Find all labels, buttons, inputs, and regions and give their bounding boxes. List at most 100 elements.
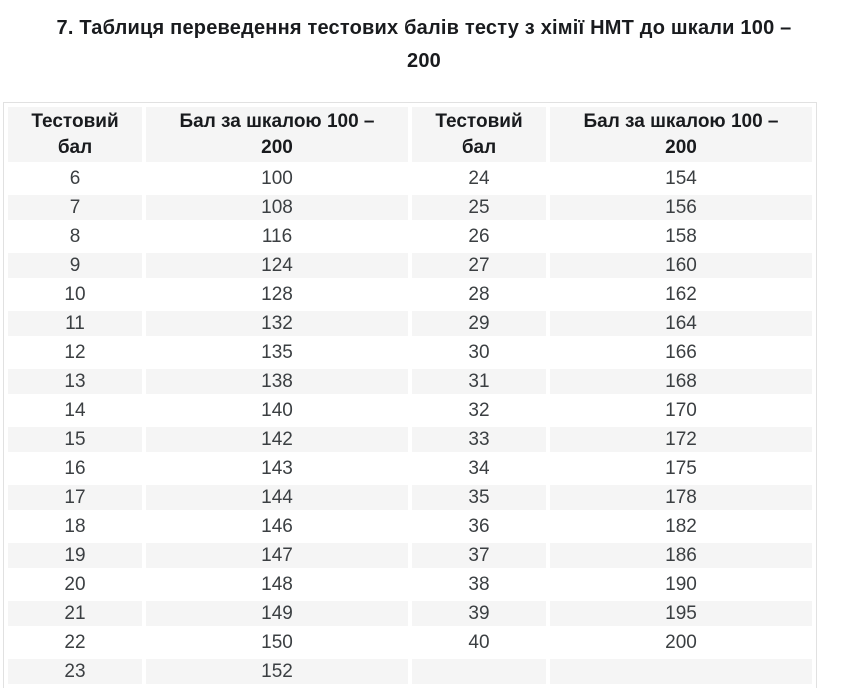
- table-header-row: Тестовий бал Бал за шкалою 100 – 200 Тес…: [8, 107, 812, 162]
- header-text: 200: [665, 136, 697, 158]
- table-cell: 146: [261, 515, 293, 537]
- header-text: Тестовий: [435, 110, 523, 132]
- table-cell: 128: [261, 283, 293, 305]
- header-cell-scale-score-1: Бал за шкалою 100 – 200: [146, 107, 408, 162]
- table-cell: 33: [412, 427, 546, 452]
- header-text: 200: [261, 136, 293, 158]
- table-row: 9 124 27 160: [8, 253, 812, 278]
- table-cell: 32: [468, 399, 490, 421]
- table-cell: 132: [146, 311, 408, 336]
- table-cell: 147: [146, 543, 408, 568]
- table-cell: 160: [550, 253, 812, 278]
- table-cell: 170: [665, 399, 697, 421]
- table-cell: 150: [261, 631, 293, 653]
- table-cell: 29: [412, 311, 546, 336]
- table-row: 12 135 30 166: [8, 340, 812, 365]
- header-cell-test-score-2: Тестовий бал: [412, 107, 546, 162]
- table-cell: 143: [261, 457, 293, 479]
- table-cell: 138: [146, 369, 408, 394]
- table-cell: 158: [665, 225, 697, 247]
- table-cell: 20: [64, 573, 86, 595]
- table-cell: 11: [8, 311, 142, 336]
- table-row: 18 146 36 182: [8, 514, 812, 539]
- table-cell: 16: [64, 457, 86, 479]
- table-cell: [550, 659, 812, 684]
- table-cell: 31: [412, 369, 546, 394]
- table-row: 19 147 37 186: [8, 543, 812, 568]
- table-row: 21 149 39 195: [8, 601, 812, 626]
- table-cell: 190: [665, 573, 697, 595]
- table-cell: 18: [64, 515, 86, 537]
- table-cell: 27: [412, 253, 546, 278]
- table-row: 17 144 35 178: [8, 485, 812, 510]
- table-cell: [412, 659, 546, 684]
- table-cell: 140: [261, 399, 293, 421]
- table-cell: 23: [8, 659, 142, 684]
- table-cell: 25: [412, 195, 546, 220]
- page-title: 7. Таблиця переведення тестових балів те…: [16, 12, 832, 78]
- table-cell: 162: [665, 283, 697, 305]
- table-cell: 40: [468, 631, 490, 653]
- table-row: 22 150 40 200: [8, 630, 812, 655]
- table-cell: 21: [8, 601, 142, 626]
- table-cell: 30: [468, 341, 490, 363]
- table-cell: 36: [468, 515, 490, 537]
- header-text: бал: [461, 136, 497, 158]
- table-cell: 154: [665, 167, 697, 189]
- table-row: 16 143 34 175: [8, 456, 812, 481]
- table-cell: 100: [261, 167, 293, 189]
- table-cell: 6: [69, 167, 81, 189]
- table-row: 8 116 26 158: [8, 224, 812, 249]
- header-text: Тестовий: [31, 110, 119, 132]
- table-cell: 34: [468, 457, 490, 479]
- table-cell: 149: [146, 601, 408, 626]
- table-row: 14 140 32 170: [8, 398, 812, 423]
- table-row: 13 138 31 168: [8, 369, 812, 394]
- table-cell: 12: [64, 341, 86, 363]
- header-text: Бал за шкалою 100 –: [179, 110, 375, 132]
- table-cell: 124: [146, 253, 408, 278]
- header-cell-test-score-1: Тестовий бал: [8, 107, 142, 162]
- table-cell: 24: [468, 167, 490, 189]
- score-conversion-table: Тестовий бал Бал за шкалою 100 – 200 Тес…: [3, 102, 817, 688]
- table-cell: 37: [412, 543, 546, 568]
- table-cell: 142: [146, 427, 408, 452]
- table-row: 20 148 38 190: [8, 572, 812, 597]
- table-cell: 22: [64, 631, 86, 653]
- table-row: 7 108 25 156: [8, 195, 812, 220]
- table-cell: 195: [550, 601, 812, 626]
- table-cell: 168: [550, 369, 812, 394]
- table-row: 15 142 33 172: [8, 427, 812, 452]
- table-cell: 17: [8, 485, 142, 510]
- table-row: 10 128 28 162: [8, 282, 812, 307]
- table-cell: 8: [69, 225, 81, 247]
- table-cell: 108: [146, 195, 408, 220]
- table-cell: 166: [665, 341, 697, 363]
- header-text: бал: [57, 136, 93, 158]
- table-cell: 13: [8, 369, 142, 394]
- table-cell: 182: [665, 515, 697, 537]
- table-cell: 172: [550, 427, 812, 452]
- table-cell: 26: [468, 225, 490, 247]
- table-cell: 148: [261, 573, 293, 595]
- table-cell: 156: [550, 195, 812, 220]
- table-cell: 135: [261, 341, 293, 363]
- table-cell: 19: [8, 543, 142, 568]
- table-cell: 186: [550, 543, 812, 568]
- table-cell: 164: [550, 311, 812, 336]
- table-row: 6 100 24 154: [8, 166, 812, 191]
- table-cell: 116: [261, 225, 293, 247]
- table-cell: 144: [146, 485, 408, 510]
- table-cell: 9: [8, 253, 142, 278]
- table-cell: 175: [665, 457, 697, 479]
- table-cell: 152: [146, 659, 408, 684]
- table-cell: 35: [412, 485, 546, 510]
- header-text: Бал за шкалою 100 –: [583, 110, 779, 132]
- table-cell: 200: [665, 631, 697, 653]
- page-title-line2: 200: [407, 50, 441, 72]
- table-cell: 178: [550, 485, 812, 510]
- table-cell: 7: [8, 195, 142, 220]
- header-cell-scale-score-2: Бал за шкалою 100 – 200: [550, 107, 812, 162]
- table-row: 11 132 29 164: [8, 311, 812, 336]
- table-cell: 28: [468, 283, 490, 305]
